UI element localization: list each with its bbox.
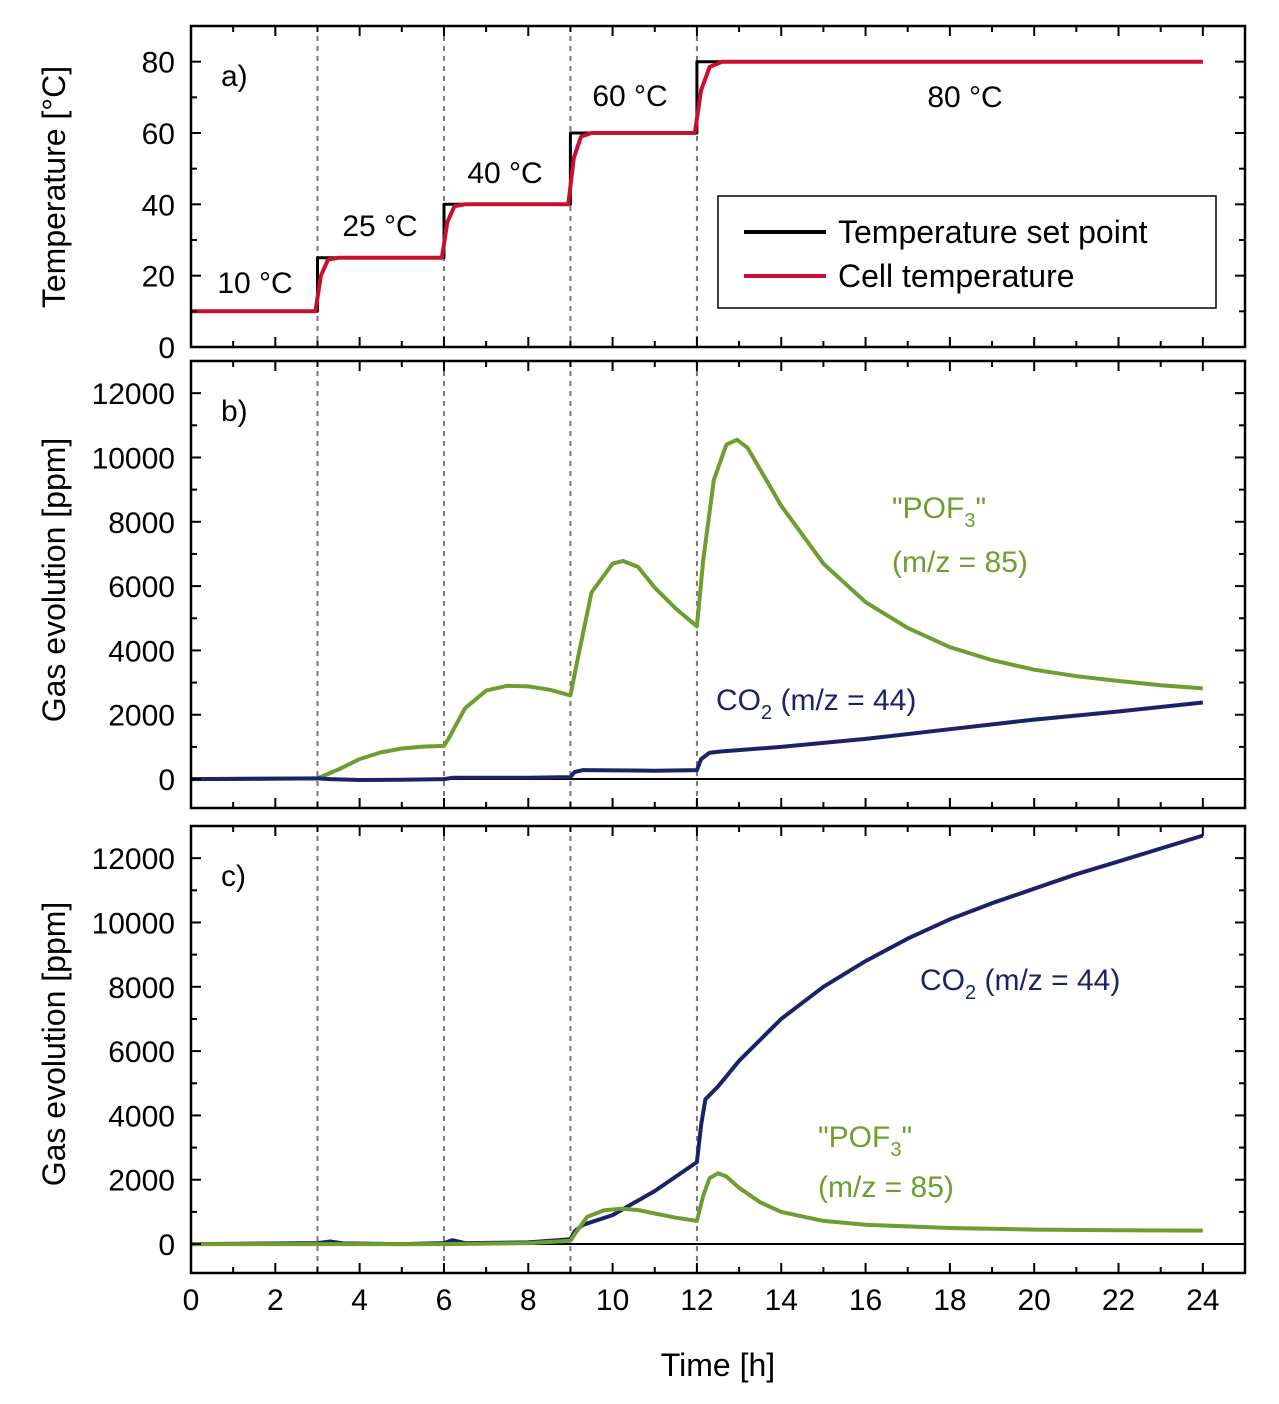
y-tick-label: 40 [142,189,175,222]
annotation-text: CO [716,684,761,717]
x-tick-label: 18 [933,1284,966,1317]
y-tick-label: 4000 [108,1100,175,1133]
x-tick-label: 22 [1102,1284,1135,1317]
plot-frame [189,824,1247,1275]
x-tick-label: 4 [351,1284,368,1317]
x-tick-label: 8 [520,1284,537,1317]
x-tick-label: 12 [680,1284,713,1317]
step-label: 60 °C [592,80,667,113]
y-axis-title: Gas evolution [ppm] [36,902,72,1187]
x-axis-title: Time [h] [661,1347,775,1383]
y-tick-label: 12000 [92,843,175,876]
series-line-pof3 [190,437,1203,782]
step-label: 25 °C [342,210,417,243]
y-tick-label: 0 [158,1229,175,1262]
step-label: 40 °C [467,157,542,190]
y-tick-label: 6000 [108,1036,175,1069]
annotation-subscript: 3 [890,1139,901,1161]
legend-box [717,195,1217,309]
x-tick-label: 14 [765,1284,798,1317]
panel-temperature: 0 20 40 60 80 Temperature [°C] a) 10 °C 25 °C 40 … [36,24,1247,365]
annotation-text: "POF [818,1121,890,1154]
annotation-text: CO [920,964,965,997]
panel-gas-evolution-b: 0 2000 4000 6000 8000 10000 12000 Gas evolution… [36,359,1247,810]
step-label: 10 °C [217,267,292,300]
series-annotation: "POF3" [892,492,986,532]
series-annotation-line2: (m/z = 85) [892,546,1028,579]
x-tick-label: 10 [596,1284,629,1317]
series-annotation-line2: (m/z = 85) [818,1171,954,1204]
plot-frame [189,359,1247,810]
legend-entry-label: Temperature set point [838,214,1148,250]
series-annotation: CO2 (m/z = 44) [716,684,916,724]
annotation-text: " [901,1121,912,1154]
y-tick-label: 8000 [108,972,175,1005]
y-tick-label: 6000 [108,571,175,604]
legend-entry-label: Cell temperature [838,258,1075,294]
x-tick-label: 16 [849,1284,882,1317]
panel-gas-evolution-c: 0 2 4 6 8 10 12 14 16 18 20 22 240200040006000800010… [36,824,1247,1317]
series-annotation: "POF3" [818,1121,912,1161]
annotation-text: (m/z = 44) [976,964,1120,997]
series-annotation: CO2 (m/z = 44) [920,964,1120,1004]
series-line-cell-temperature [191,59,1203,314]
y-tick-label: 4000 [108,635,175,668]
series-line-co2 [190,700,1204,782]
y-axis-title: Gas evolution [ppm] [36,438,72,723]
y-tick-label: 80 [142,47,175,80]
x-tick-label: 2 [267,1284,284,1317]
plot-frame [189,24,1247,349]
x-tick-label: 0 [183,1284,200,1317]
x-tick-label: 24 [1186,1284,1219,1317]
y-tick-label: 12000 [92,378,175,411]
annotation-text: (m/z = 44) [772,684,916,717]
annotation-text: " [975,492,986,525]
annotation-subscript: 2 [761,702,772,724]
y-tick-label: 0 [158,332,175,365]
annotation-text: "POF [892,492,964,525]
annotation-subscript: 3 [964,510,975,532]
x-tick-label: 20 [1018,1284,1051,1317]
y-tick-label: 10000 [92,907,175,940]
y-tick-label: 8000 [108,507,175,540]
y-tick-label: 2000 [108,700,175,733]
panel-label: a) [221,60,248,93]
y-tick-label: 0 [158,764,175,797]
y-axis-title: Temperature [°C] [36,66,72,308]
step-label: 80 °C [927,81,1002,114]
y-tick-label: 10000 [92,442,175,475]
panel-label: b) [221,395,248,428]
series-line-pof3 [191,1171,1203,1247]
annotation-subscript: 2 [965,982,976,1004]
y-tick-label: 2000 [108,1165,175,1198]
panel-label: c) [221,860,246,893]
legend: Temperature set point Cell temperature [717,195,1217,309]
x-tick-label: 6 [436,1284,453,1317]
y-tick-label: 20 [142,261,175,294]
y-tick-label: 60 [142,118,175,151]
